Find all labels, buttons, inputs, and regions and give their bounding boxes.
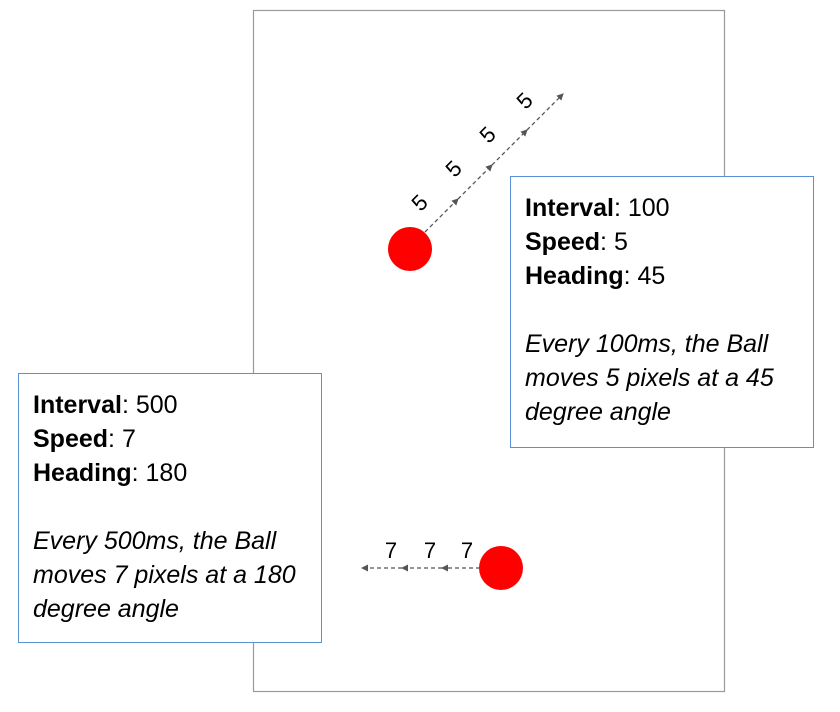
path-segment	[526, 93, 564, 131]
interval-label: Interval	[33, 391, 122, 419]
speed-label: Speed	[33, 425, 109, 453]
path-segment	[424, 198, 459, 233]
ball-bottom	[479, 546, 523, 590]
step-label: 7	[424, 538, 436, 563]
speed-value: 5	[613, 228, 628, 256]
heading-label: Heading	[33, 459, 132, 487]
heading-row: Heading: 180	[33, 459, 188, 487]
description: Every 100ms, the Ball moves 5 pixels at …	[525, 330, 774, 426]
path-segment	[491, 129, 528, 166]
path-segment	[457, 164, 493, 200]
ball-top	[388, 227, 432, 271]
speed-label: Speed	[525, 228, 601, 256]
speed-row: Speed: 5	[525, 228, 628, 256]
speed-value: 7	[121, 425, 136, 453]
interval-label: Interval	[525, 194, 614, 222]
heading-value: 180	[145, 459, 188, 487]
interval-value: 100	[627, 194, 670, 222]
description: Every 500ms, the Ball moves 7 pixels at …	[33, 527, 296, 623]
step-label: 5	[441, 156, 467, 182]
heading-value: 45	[637, 262, 666, 290]
speed-row: Speed: 7	[33, 425, 136, 453]
step-label: 7	[385, 538, 397, 563]
heading-row: Heading: 45	[525, 262, 666, 290]
interval-row: Interval: 500	[33, 391, 178, 419]
info-box-bottom: Interval: 500 Speed: 7 Heading: 180 Ever…	[18, 373, 322, 643]
interval-value: 500	[135, 391, 178, 419]
step-label: 5	[475, 122, 501, 148]
info-box-top: Interval: 100 Speed: 5 Heading: 45 Every…	[510, 176, 814, 448]
heading-label: Heading	[525, 262, 624, 290]
step-label: 7	[461, 538, 473, 563]
step-label: 5	[407, 190, 433, 216]
interval-row: Interval: 100	[525, 194, 670, 222]
step-label: 5	[512, 88, 538, 114]
bottom-ball-path: 7 7 7	[361, 538, 480, 572]
